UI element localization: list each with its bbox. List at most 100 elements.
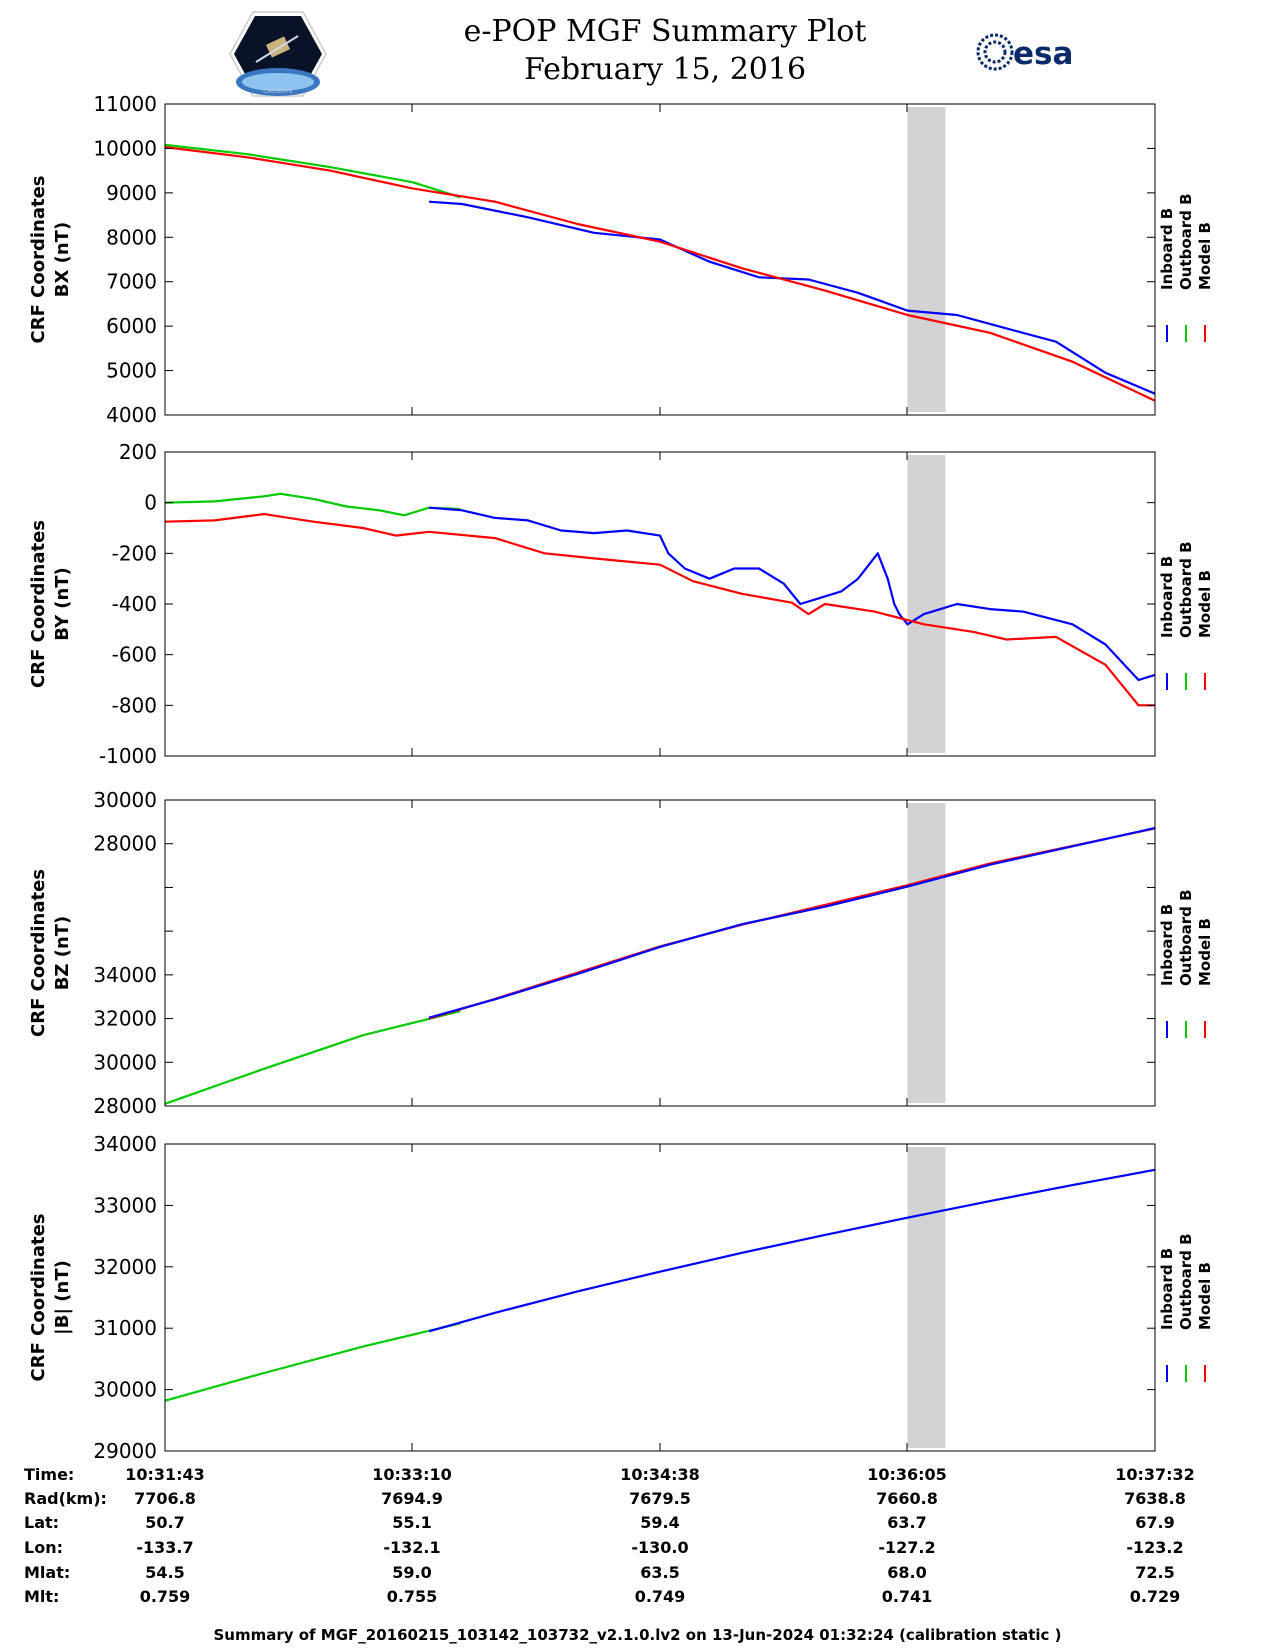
series-outboard-b <box>164 1322 461 1402</box>
summary-footer: Summary of MGF_20160215_103142_103732_v2… <box>213 1626 1062 1644</box>
table-cell: 7638.8 <box>1124 1489 1186 1508</box>
table-row-label: Time: <box>24 1465 74 1484</box>
y-axis-unit-label: BX (nT) <box>52 222 73 297</box>
legend-label-inboard: Inboard B <box>1158 1248 1176 1330</box>
table-cell: 55.1 <box>392 1513 431 1532</box>
series-inboard-b <box>428 506 1156 682</box>
y-axis-label: CRF Coordinates <box>28 869 49 1037</box>
cassiope-logo: CASSIOPE <box>229 11 327 97</box>
table-cell: -127.2 <box>878 1538 935 1557</box>
table-cell: 54.5 <box>145 1563 184 1582</box>
y-tick-label: 28000 <box>93 1094 157 1118</box>
y-axis-unit-label: |B| (nT) <box>52 1260 73 1335</box>
legend-label-model: Model B <box>1196 222 1214 290</box>
y-tick-label: 200 <box>119 440 157 464</box>
plot-title: e-POP MGF Summary Plot <box>463 14 867 49</box>
table-cell: 0.741 <box>882 1587 933 1606</box>
y-tick-label: 30000 <box>93 1050 157 1074</box>
legend-label-inboard: Inboard B <box>1158 208 1176 290</box>
legend-label-model: Model B <box>1196 570 1214 638</box>
y-tick-label: 7000 <box>106 270 157 294</box>
y-tick-label: 32000 <box>93 1255 157 1279</box>
panel-3: 28000 30000 32000 34000 28000 30000 CRF Coordi… <box>28 788 1214 1118</box>
y-axis-label: CRF Coordinates <box>28 520 49 688</box>
y-tick-label: 0 <box>144 491 157 515</box>
table-cell: 0.729 <box>1130 1587 1181 1606</box>
svg-text:CASSIOPE: CASSIOPE <box>263 88 293 95</box>
table-cell: 7694.9 <box>381 1489 443 1508</box>
table-cell: 63.7 <box>887 1513 926 1532</box>
series-outboard-b <box>164 143 461 199</box>
y-tick-label: 34000 <box>93 963 157 987</box>
plot-frame <box>164 1143 1156 1452</box>
y-tick-label: 9000 <box>106 181 157 205</box>
table-row-label: Lon: <box>24 1538 63 1557</box>
y-tick-label: 33000 <box>93 1193 157 1217</box>
y-tick-label: 4000 <box>106 403 157 427</box>
legend-label-model: Model B <box>1196 918 1214 986</box>
table-cell: 0.755 <box>387 1587 438 1606</box>
y-tick-label: 32000 <box>93 1007 157 1031</box>
plot-date: February 15, 2016 <box>523 52 807 87</box>
panel-4: 29000 30000 31000 32000 33000 34000 CRF Coordi… <box>28 1132 1214 1463</box>
plot-frame <box>164 799 1156 1107</box>
series-inboard-b <box>428 826 1156 1019</box>
table-cell: -130.0 <box>631 1538 688 1557</box>
series-model-b <box>164 146 1156 402</box>
esa-logo-text: esa <box>1013 36 1073 72</box>
y-tick-label: 5000 <box>106 359 157 383</box>
table-row-label: Mlat: <box>24 1563 70 1582</box>
y-tick-label: 34000 <box>93 1132 157 1156</box>
x-tick-label-time: 10:33:10 <box>372 1465 452 1484</box>
series-inboard-b <box>428 200 1156 395</box>
table-cell: 59.4 <box>640 1513 679 1532</box>
x-tick-label-time: 10:31:43 <box>125 1465 205 1484</box>
table-cell: 7660.8 <box>876 1489 938 1508</box>
y-tick-label: -400 <box>112 592 157 616</box>
table-row-label: Lat: <box>24 1513 59 1532</box>
y-tick-label: 8000 <box>106 225 157 249</box>
series-outboard-b <box>164 492 461 517</box>
data-gap-band <box>907 1147 946 1448</box>
y-tick-label: -600 <box>112 643 157 667</box>
table-cell: -123.2 <box>1126 1538 1183 1557</box>
table-cell: 7679.5 <box>629 1489 691 1508</box>
table-cell: 72.5 <box>1135 1563 1174 1582</box>
table-cell: 63.5 <box>640 1563 679 1582</box>
data-gap-band <box>907 107 946 412</box>
y-axis-label: CRF Coordinates <box>28 176 49 344</box>
y-tick-label: -200 <box>112 541 157 565</box>
table-cell: 7706.8 <box>134 1489 196 1508</box>
y-tick-label: -1000 <box>99 744 157 768</box>
data-gap-band <box>907 455 946 753</box>
legend-label-outboard: Outboard B <box>1177 193 1195 290</box>
y-axis-unit-label: BZ (nT) <box>52 916 73 991</box>
x-tick-label-time: 10:36:05 <box>867 1465 947 1484</box>
y-tick-label: 28000 <box>93 832 157 856</box>
series-model-b <box>164 512 1155 707</box>
legend-label-model: Model B <box>1196 1262 1214 1330</box>
panel-1: 4000 5000 6000 7000 8000 9000 10000 11000 CRF Co… <box>28 92 1214 427</box>
table-cell: 59.0 <box>392 1563 431 1582</box>
table-cell: 50.7 <box>145 1513 184 1532</box>
esa-logo: esa <box>976 33 1073 72</box>
panel-2: -1000 -800 -600 -400 -200 0 200 CRF Coordinates… <box>28 440 1214 768</box>
plot-frame <box>164 103 1156 416</box>
table-row-label: Mlt: <box>24 1587 59 1606</box>
table-cell: 67.9 <box>1135 1513 1174 1532</box>
legend-label-inboard: Inboard B <box>1158 556 1176 638</box>
series-model-b <box>428 827 1156 1020</box>
y-axis-label: CRF Coordinates <box>28 1214 49 1382</box>
table-cell: -133.7 <box>136 1538 193 1557</box>
y-tick-label: -800 <box>112 693 157 717</box>
x-tick-label-time: 10:37:32 <box>1115 1465 1195 1484</box>
data-gap-band <box>907 803 946 1103</box>
y-tick-label: 29000 <box>93 1439 157 1463</box>
y-tick-label: 31000 <box>93 1316 157 1340</box>
series-inboard-b <box>428 1168 1156 1333</box>
y-axis-unit-label: BY (nT) <box>52 567 73 641</box>
legend-label-outboard: Outboard B <box>1177 541 1195 638</box>
y-tick-label: 30000 <box>93 788 157 812</box>
series-outboard-b <box>164 1010 461 1105</box>
